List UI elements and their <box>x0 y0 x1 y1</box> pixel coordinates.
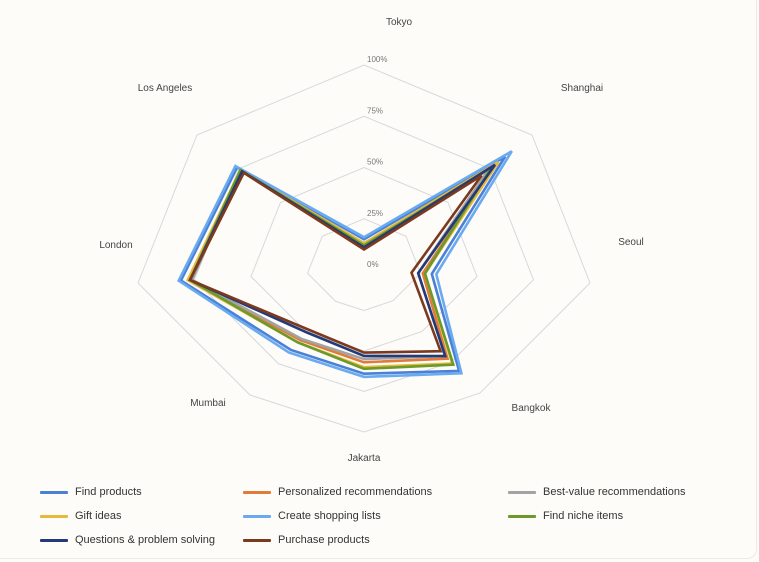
legend-item[interactable]: Find products <box>40 484 243 500</box>
legend-label: Create shopping lists <box>278 510 381 522</box>
legend-swatch <box>508 514 536 518</box>
legend-label: Find niche items <box>543 510 624 522</box>
axis-label: London <box>99 240 132 251</box>
legend-label: Best-value recommendations <box>543 486 686 498</box>
legend: Find products Personalized recommendation… <box>40 484 740 548</box>
legend-swatch <box>243 490 271 494</box>
axis-label: Jakarta <box>348 453 381 464</box>
legend-item[interactable]: Find niche items <box>508 508 740 524</box>
legend-swatch <box>40 538 68 542</box>
series-line <box>177 150 513 379</box>
legend-label: Purchase products <box>278 534 370 546</box>
legend-swatch <box>243 514 271 518</box>
tick-label: 50% <box>367 158 383 167</box>
legend-swatch <box>40 490 68 494</box>
legend-item[interactable]: Best-value recommendations <box>508 484 740 500</box>
legend-item[interactable]: Purchase products <box>243 532 508 548</box>
axis-label: Bangkok <box>512 403 552 414</box>
legend-label: Personalized recommendations <box>278 486 433 498</box>
legend-label: Gift ideas <box>75 510 122 522</box>
legend-swatch <box>508 490 536 494</box>
legend-swatch <box>40 514 68 518</box>
legend-label: Questions & problem solving <box>75 534 216 546</box>
tick-label: 25% <box>367 209 383 218</box>
tick-label: 100% <box>367 55 387 64</box>
axis-label: Tokyo <box>386 17 413 28</box>
grid-ring <box>193 115 535 393</box>
axis-label: Seoul <box>618 237 644 248</box>
radar-chart: 0% 25% 50% 75% 100% Tokyo Shanghai Seoul Bangkok… <box>99 17 644 464</box>
tick-label: 0% <box>367 260 379 269</box>
grid-ring <box>306 218 422 312</box>
series-line <box>188 170 483 354</box>
axis-label: Shanghai <box>561 83 603 94</box>
series-line <box>179 155 507 376</box>
grid-ring <box>250 166 478 352</box>
legend-item[interactable]: Personalized recommendations <box>243 484 508 500</box>
legend-label: Find products <box>75 486 142 498</box>
legend-swatch <box>243 538 271 542</box>
legend-item[interactable]: Questions & problem solving <box>40 532 243 548</box>
legend-item[interactable]: Create shopping lists <box>243 508 508 524</box>
axis-label: Los Angeles <box>138 83 193 94</box>
axis-label: Mumbai <box>190 398 226 409</box>
series-line <box>188 163 497 358</box>
legend-item[interactable]: Gift ideas <box>40 508 243 524</box>
tick-label: 75% <box>367 106 383 115</box>
grid-ring <box>137 64 591 433</box>
